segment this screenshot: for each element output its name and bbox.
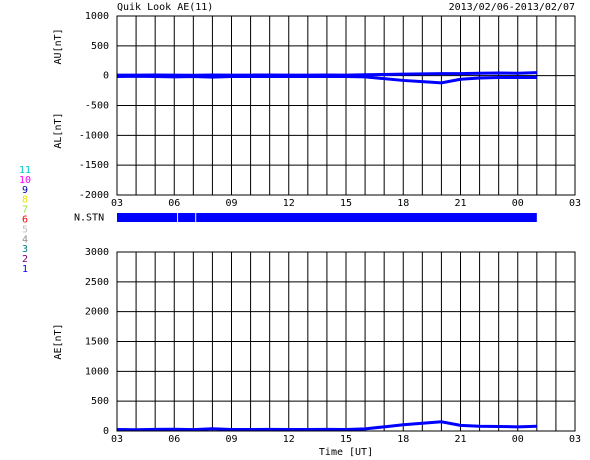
- y-tick-label: -1500: [79, 160, 109, 171]
- y-tick-label: -2000: [79, 190, 109, 201]
- y-tick-label: 500: [91, 41, 109, 52]
- plot-frame: [116, 15, 576, 196]
- x-tick-label: 18: [397, 434, 409, 445]
- y-tick-label: 2500: [85, 277, 109, 288]
- y-axis-label: AU[nT]: [53, 28, 64, 64]
- station-label: 10: [19, 175, 31, 186]
- y-tick-label: 1000: [85, 366, 109, 377]
- x-tick-label: 03: [111, 434, 123, 445]
- chart-subtitle: 2013/02/06-2013/02/07: [449, 2, 575, 13]
- data-line: [116, 420, 537, 432]
- coverage-bar: [117, 213, 178, 222]
- station-label: 6: [22, 215, 28, 226]
- x-tick-label: 12: [283, 198, 295, 209]
- station-label: 3: [22, 244, 28, 255]
- x-tick-label: 06: [168, 434, 180, 445]
- y-axis-label: AL[nT]: [53, 112, 64, 148]
- data-line: [116, 74, 537, 85]
- y-tick-label: 1500: [85, 337, 109, 348]
- row-label: N.STN: [74, 213, 104, 224]
- station-label: 1: [22, 264, 28, 275]
- coverage-bar: [178, 213, 196, 222]
- station-label: 11: [19, 165, 31, 176]
- x-tick-label: 03: [111, 198, 123, 209]
- y-tick-label: 0: [103, 71, 109, 82]
- y-tick-label: 500: [91, 396, 109, 407]
- data-line: [117, 71, 537, 77]
- station-label: 5: [22, 224, 28, 235]
- x-tick-label: 00: [512, 198, 524, 209]
- plot-frame: [116, 251, 576, 432]
- x-tick-label: 18: [397, 198, 409, 209]
- x-tick-label: 03: [569, 434, 581, 445]
- x-tick-label: 06: [168, 198, 180, 209]
- x-tick-label: 09: [225, 434, 237, 445]
- y-tick-label: -500: [85, 101, 109, 112]
- x-axis-label: Time [UT]: [319, 447, 373, 458]
- station-label: 4: [22, 234, 28, 245]
- y-tick-label: 1000: [85, 11, 109, 22]
- y-axis-label: AE[nT]: [53, 323, 64, 359]
- station-label: 7: [22, 205, 28, 216]
- station-label: 2: [22, 254, 28, 265]
- x-tick-label: 21: [454, 434, 466, 445]
- x-tick-label: 15: [340, 434, 352, 445]
- station-label: 8: [22, 195, 28, 206]
- chart-title: Quik Look AE(11): [117, 2, 213, 13]
- y-tick-label: 0: [103, 426, 109, 437]
- y-tick-label: 3000: [85, 247, 109, 258]
- x-tick-label: 00: [512, 434, 524, 445]
- y-tick-label: -1000: [79, 130, 109, 141]
- x-tick-label: 21: [454, 198, 466, 209]
- station-label: 9: [22, 185, 28, 196]
- y-tick-label: 2000: [85, 307, 109, 318]
- coverage-bar: [196, 213, 537, 222]
- x-tick-label: 09: [225, 198, 237, 209]
- x-tick-label: 03: [569, 198, 581, 209]
- x-tick-label: 15: [340, 198, 352, 209]
- x-tick-label: 12: [283, 434, 295, 445]
